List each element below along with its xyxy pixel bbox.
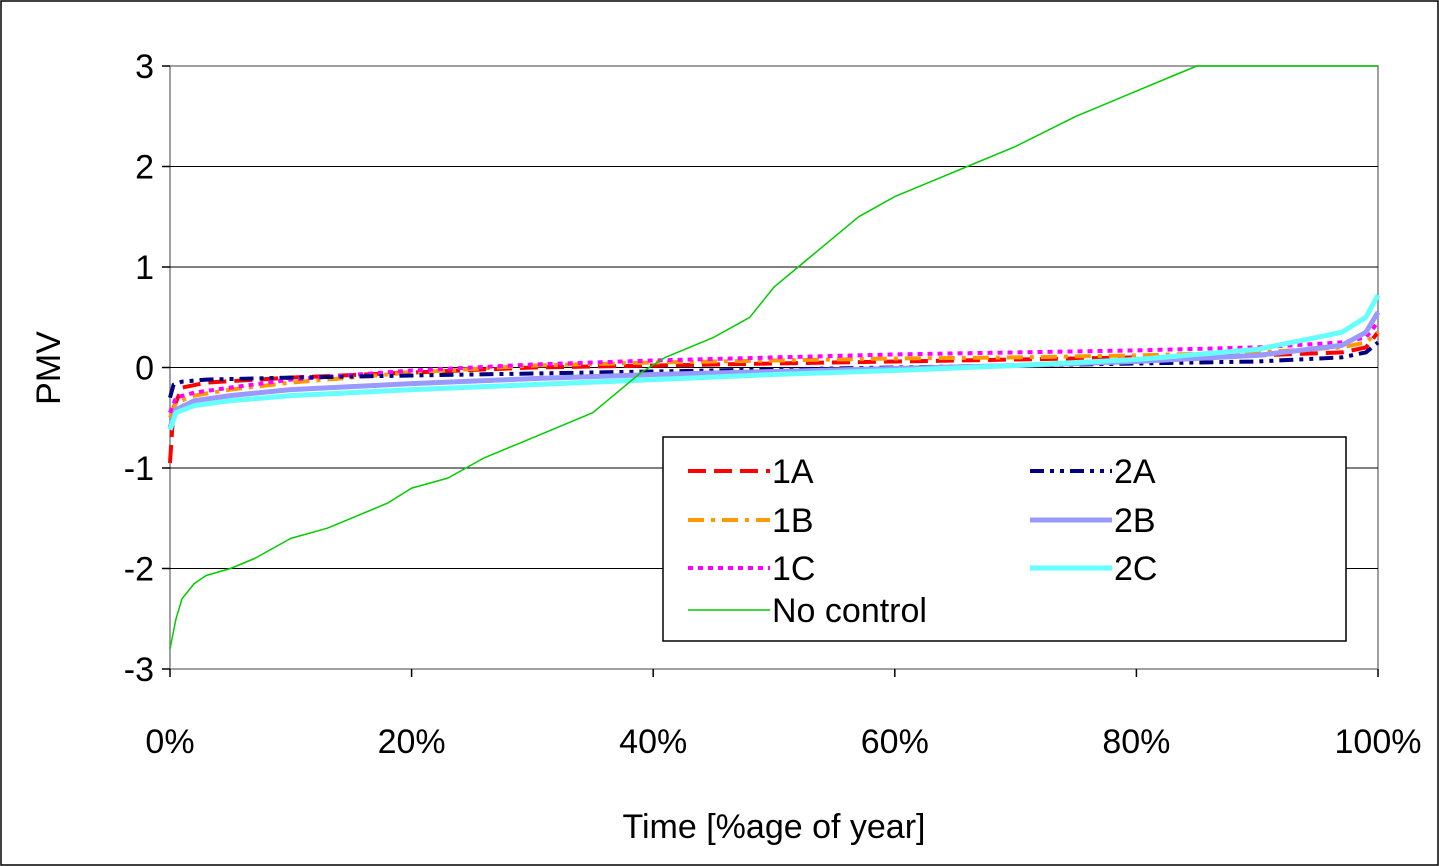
data-series	[167, 65, 1381, 650]
y-tick-label: -3	[124, 651, 154, 689]
y-tick-label: 2	[135, 149, 154, 187]
axes: -3 -2 -1 0 1 2 3 0% 20% 40% 60% 80% 100%	[124, 48, 1422, 761]
x-tick-label: 20%	[378, 723, 446, 761]
legend-label: 2C	[1114, 550, 1157, 588]
series-line-1b	[168, 330, 1380, 419]
y-axis-label: PMV	[30, 331, 68, 405]
y-tick-label: -1	[124, 450, 154, 488]
x-tick-label: 40%	[619, 723, 687, 761]
legend-label: 2A	[1114, 453, 1156, 491]
series-line-1c	[168, 321, 1380, 414]
y-tick-label: 3	[135, 48, 154, 86]
legend-label: No control	[772, 592, 927, 630]
legend-label: 2B	[1114, 502, 1156, 540]
series-line-2a	[168, 340, 1380, 399]
series-line-no-control	[169, 65, 1378, 650]
x-axis-label: Time [%age of year]	[623, 808, 926, 846]
series-line-2c	[167, 293, 1381, 431]
series-line-1a	[168, 331, 1380, 464]
x-tick-label: 100%	[1335, 723, 1422, 761]
legend-box	[662, 436, 1347, 642]
legend-label: 1A	[772, 453, 814, 491]
y-tick-label: 0	[135, 350, 154, 388]
series-line-2b	[167, 310, 1381, 429]
x-tick-label: 60%	[861, 723, 929, 761]
legend-label: 1B	[772, 502, 814, 540]
legend-label: 1C	[772, 550, 815, 588]
x-tick-label: 0%	[145, 723, 194, 761]
y-tick-label: -2	[124, 551, 154, 589]
x-tick-label: 80%	[1102, 723, 1170, 761]
y-tick-label: 1	[135, 249, 154, 287]
legend: 1A 1B 1C 2A 2B 2C No control	[662, 436, 1347, 642]
